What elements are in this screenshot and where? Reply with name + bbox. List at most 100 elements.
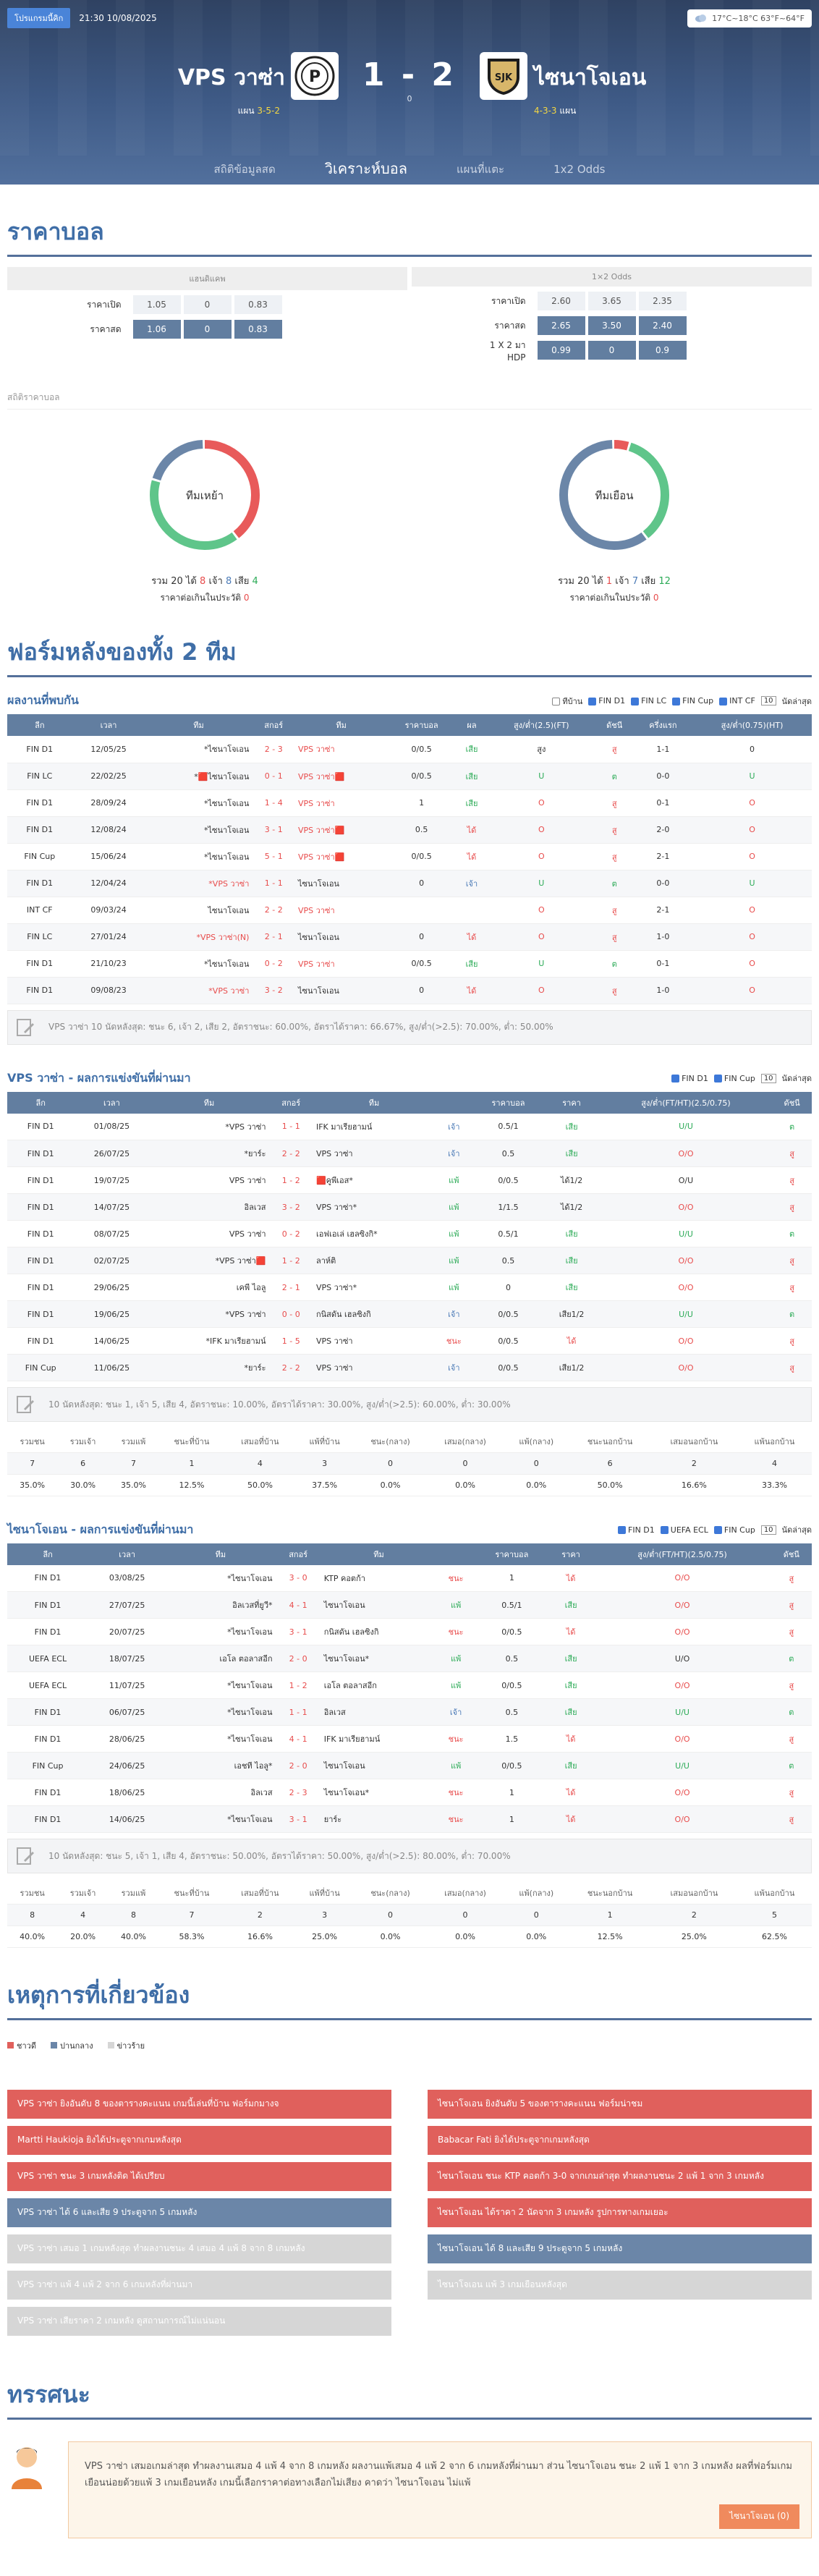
table-row[interactable]: FIN D1 14/07/25 อิลเวส 3 - 2 VPS วาซ่า* แพ้ 1/… (7, 1193, 812, 1221)
table-row[interactable]: FIN D1 12/08/24 *ไซนาโจเอน 3 - 1 VPS วาซ่า🟥 0… (7, 816, 812, 844)
table-row[interactable]: INT CF 09/03/24 ไซนาโจเอน 2 - 2 VPS วาซ่า O สู… (7, 897, 812, 924)
opinion-bubble: VPS วาซ่า เสมอเกมล่าสุด ทำผลงานเสมอ 4 แพ… (68, 2441, 812, 2538)
table-cell: *ไซนาโจเอน (145, 736, 253, 763)
opinion-pick[interactable]: ไซนาโจเอน (0) (719, 2504, 799, 2529)
h2h-filter[interactable]: FIN Cup (672, 696, 713, 706)
1x2-value[interactable]: 2.60 (537, 292, 585, 310)
filter-checkbox[interactable] (672, 697, 681, 706)
event-item[interactable]: ไซนาโจเอน แพ้ 3 เกมเยือนหลังสุด (428, 2270, 812, 2300)
table-row[interactable]: FIN D1 21/10/23 *ไซนาโจเอน 0 - 2 VPS วาซ่า 0/… (7, 950, 812, 978)
handicap-value[interactable]: 0 (183, 295, 232, 314)
filter-checkbox[interactable] (618, 1526, 626, 1534)
home_recent-count-select[interactable]: 10 (760, 1073, 776, 1083)
filter-checkbox[interactable] (588, 697, 597, 706)
handicap-value[interactable]: 0.83 (234, 295, 282, 314)
table-row[interactable]: FIN D1 14/06/25 *IFK มาเรียฮามน์ 1 - 5 VPS ว… (7, 1327, 812, 1355)
filter-checkbox[interactable] (631, 697, 640, 706)
table-row[interactable]: FIN LC 22/02/25 *🟥ไซนาโจเอน 0 - 1 VPS วาซ่า🟥… (7, 763, 812, 790)
table-row[interactable]: FIN D1 29/06/25 เคพี ไอลู 2 - 1 VPS วาซ่า* แพ… (7, 1274, 812, 1301)
1x2-value[interactable]: 0.99 (537, 341, 585, 360)
table-row[interactable]: FIN LC 27/01/24 *VPS วาซ่า(N) 2 - 1 ไซนาโจเอ… (7, 923, 812, 951)
table-row[interactable]: FIN D1 28/06/25 *ไซนาโจเอน 4 - 1 IFK มาเรียฮ… (7, 1725, 812, 1753)
table-row[interactable]: FIN D1 27/07/25 อิลเวสที่ยูวี* 4 - 1 ไซนาโจเ… (7, 1591, 812, 1619)
tab-1x2-odds[interactable]: 1x2 Odds (553, 163, 606, 176)
handicap-value[interactable]: 0 (183, 320, 232, 339)
event-item[interactable]: VPS วาซ่า ได้ 6 และเสีย 9 ประตูจาก 5 เกม… (7, 2198, 391, 2227)
h2h-count-select[interactable]: 10 (760, 696, 776, 706)
event-item[interactable]: ไซนาโจเอน ได้ราคา 2 นัดจาก 3 เกมหลัง รูป… (428, 2198, 812, 2227)
filter-checkbox[interactable] (660, 1526, 669, 1534)
1x2-value[interactable]: 3.50 (587, 316, 636, 335)
event-item[interactable]: ไซนาโจเอน ชนะ KTP คอตก้า 3-0 จากเกมล่าสุ… (428, 2161, 812, 2191)
table-row[interactable]: FIN D1 20/07/25 *ไซนาโจเอน 3 - 1 กนิสดัน เฮล… (7, 1618, 812, 1645)
table-row[interactable]: FIN D1 28/09/24 *ไซนาโจเอน 1 - 4 VPS วาซ่า 1 เ… (7, 789, 812, 817)
filter-checkbox[interactable] (719, 697, 728, 706)
table-row[interactable]: UEFA ECL 18/07/25 เอโล ตอลาสอีก 2 - 0 ไซนาโจ… (7, 1645, 812, 1672)
table-row[interactable]: FIN Cup 24/06/25 เอชที ไอลู* 2 - 0 ไซนาโจเอน… (7, 1752, 812, 1779)
table-cell: O/O (599, 1193, 773, 1221)
home_recent-count-label: นัดล่าสุด (781, 1074, 812, 1083)
table-row[interactable]: FIN D1 14/06/25 *ไซนาโจเอน 3 - 1 ยาร์ะ ชนะ 1 ได… (7, 1805, 812, 1833)
tab-live-stats[interactable]: สถิติข้อมูลสด (213, 163, 276, 176)
event-item[interactable]: VPS วาซ่า ยิงอันดับ 8 ของตารางคะแนน เกมน… (7, 2089, 391, 2119)
home_recent-filter[interactable]: FIN Cup (713, 1074, 755, 1083)
1x2-value[interactable]: 2.65 (537, 316, 585, 335)
home-team-logo[interactable]: P (291, 52, 339, 100)
table-row[interactable]: FIN D1 01/08/25 *VPS วาซ่า 1 - 1 IFK มาเรียฮ… (7, 1113, 812, 1140)
away_recent-filter[interactable]: UEFA ECL (660, 1525, 708, 1535)
table-row[interactable]: FIN D1 06/07/25 *ไซนาโจเอน 1 - 1 อิลเวส เจ้า 0… (7, 1698, 812, 1726)
handicap-value[interactable]: 0.83 (234, 320, 282, 339)
table-cell: *ยาร์ะ (149, 1140, 269, 1167)
away_recent-count-select[interactable]: 10 (760, 1525, 776, 1535)
tab-analysis[interactable]: วิเคราะห์บอล (322, 151, 410, 185)
table-row[interactable]: FIN D1 19/07/25 VPS วาซ่า 1 - 2 🟥คูพีเอส* แพ้… (7, 1166, 812, 1194)
away-team-logo[interactable]: SJK (480, 52, 527, 100)
home-team-name[interactable]: VPS วาซ่า (177, 65, 285, 90)
tab-lineup[interactable]: แผนที่แตะ (457, 163, 505, 176)
1x2-value[interactable]: 2.40 (638, 316, 687, 335)
event-item[interactable]: VPS วาซ่า เสียราคา 2 เกมหลัง ดูสถานการณ์… (7, 2306, 391, 2336)
table-row[interactable]: FIN D1 12/05/25 *ไซนาโจเอน 2 - 3 VPS วาซ่า 0/… (7, 736, 812, 763)
filter-checkbox[interactable] (713, 1075, 722, 1082)
event-item[interactable]: Babacar Fati ยิงได้ประตูจากเกมหลังสุด (428, 2125, 812, 2155)
away-team-name[interactable]: ไซนาโจเอน (534, 65, 647, 90)
filter-checkbox[interactable] (671, 1075, 680, 1082)
table-col-head: ทีม (149, 1091, 269, 1114)
table-row[interactable]: FIN D1 03/08/25 *ไซนาโจเอน 3 - 0 KTP คอตก้าช… (7, 1564, 812, 1592)
filter-checkbox[interactable] (552, 698, 561, 706)
handicap-value[interactable]: 1.05 (132, 295, 181, 314)
1x2-value[interactable]: 3.65 (587, 292, 636, 310)
event-item[interactable]: VPS วาซ่า ชนะ 3 เกมหลังติด ได้เปรียบ (7, 2161, 391, 2191)
table-row[interactable]: FIN D1 26/07/25 *ยาร์ะ 2 - 2 VPS วาซ่า เจ้า 0.… (7, 1140, 812, 1167)
event-item[interactable]: VPS วาซ่า แพ้ 4 แพ้ 2 จาก 6 เกมหลังที่ผ่… (7, 2270, 391, 2300)
home_recent-filter[interactable]: FIN D1 (671, 1074, 708, 1083)
filter-checkbox[interactable] (713, 1526, 722, 1534)
h2h-filter[interactable]: FIN LC (631, 696, 666, 706)
event-item[interactable]: VPS วาซ่า เสมอ 1 เกมหลังสุด ทำผลงานชนะ 4… (7, 2234, 391, 2263)
table-row[interactable]: FIN D1 02/07/25 *VPS วาซ่า🟥 1 - 2 ลาห์ติ แพ้ 0… (7, 1247, 812, 1274)
event-item[interactable]: ไซนาโจเอน ได้ 8 และเสีย 9 ประตูจาก 5 เกม… (428, 2234, 812, 2263)
legend-swatch (107, 2041, 114, 2048)
1x2-value[interactable]: 0 (587, 341, 636, 360)
event-item[interactable]: Martti Haukioja ยิงได้ประตูจากเกมหลังสุด (7, 2125, 391, 2155)
h2h-filter[interactable]: ทีบ้าน (552, 695, 582, 708)
event-item[interactable]: ไซนาโจเอน ยิงอันดับ 5 ของตารางคะแนน ฟอร์… (428, 2089, 812, 2119)
table-row[interactable]: FIN Cup 15/06/24 *ไซนาโจเอน 5 - 1 VPS วาซ่า🟥… (7, 843, 812, 870)
handicap-value[interactable]: 1.06 (132, 320, 181, 339)
program-tag-button[interactable]: โปรแกรมนี้คิก (7, 8, 71, 28)
table-row[interactable]: FIN D1 19/06/25 *VPS วาซ่า 0 - 0 กนิสดัน เฮล… (7, 1300, 812, 1328)
home-donut-segment-draw (150, 440, 260, 550)
table-row[interactable]: UEFA ECL 11/07/25 *ไซนาโจเอน 1 - 2 เอโล ตอลา… (7, 1672, 812, 1699)
h2h-filter[interactable]: INT CF (719, 696, 755, 706)
away_recent-filter[interactable]: FIN Cup (713, 1525, 755, 1535)
1x2-value[interactable]: 0.9 (638, 341, 687, 360)
table-row[interactable]: FIN D1 12/04/24 *VPS วาซ่า 1 - 1 ไซนาโจเอน 0 เ… (7, 870, 812, 897)
table-row[interactable]: FIN D1 18/06/25 อิลเวส 2 - 3 ไซนาโจเอน* ชนะ 1 ไ… (7, 1779, 812, 1806)
table-row[interactable]: FIN D1 09/08/23 *VPS วาซ่า 3 - 2 ไซนาโจเอน 0 ไ… (7, 977, 812, 1004)
table-row[interactable]: FIN Cup 11/06/25 *ยาร์ะ 2 - 2 VPS วาซ่า เจ้า 0… (7, 1354, 812, 1381)
h2h-filter[interactable]: FIN D1 (588, 696, 625, 706)
table-cell: 0 (387, 977, 457, 1004)
away_recent-filter[interactable]: FIN D1 (618, 1525, 655, 1535)
1x2-value[interactable]: 2.35 (638, 292, 687, 310)
table-row[interactable]: FIN D1 08/07/25 VPS วาซ่า 0 - 2 เอฟเอเล่ เฮล… (7, 1220, 812, 1247)
